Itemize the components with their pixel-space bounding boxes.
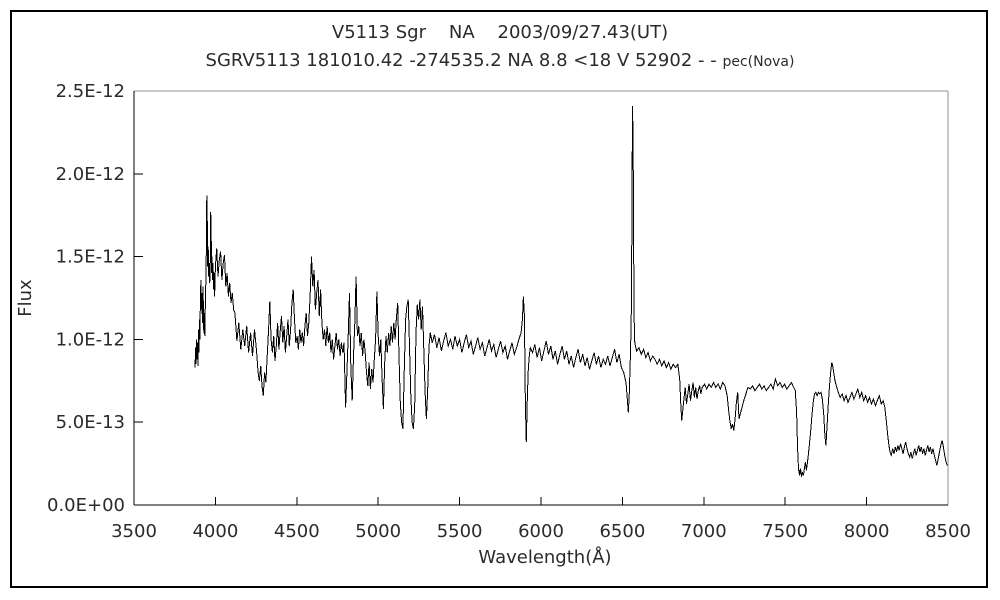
chart-subtitle: SGRV5113 181010.42 -274535.2 NA 8.8 <18 … [0, 50, 1000, 71]
y-tick-label: 1.5E-12 [56, 247, 125, 268]
x-tick-label: 6000 [518, 521, 564, 542]
window-border [10, 10, 988, 588]
x-tick-label: 4500 [274, 521, 320, 542]
spectrum-line [194, 105, 948, 477]
x-tick-label: 8000 [844, 521, 890, 542]
chart-subtitle-main: SGRV5113 181010.42 -274535.2 NA 8.8 <18 … [205, 50, 723, 71]
y-axis-label: Flux [15, 279, 36, 317]
chart-subtitle-peculiarity: pec(Nova) [722, 54, 795, 70]
x-tick-label: 8500 [925, 521, 971, 542]
y-tick-label: 2.5E-12 [56, 81, 125, 102]
x-tick-label: 7500 [762, 521, 808, 542]
x-tick-label: 7000 [681, 521, 727, 542]
y-tick-label: 2.0E-12 [56, 164, 125, 185]
x-tick-label: 6500 [599, 521, 645, 542]
x-axis-label: Wavelength(Å) [478, 546, 611, 568]
y-tick-label: 0.0E+00 [47, 495, 125, 516]
chart-title: V5113 Sgr NA 2003/09/27.43(UT) [331, 22, 669, 43]
x-tick-label: 3500 [111, 521, 157, 542]
x-tick-label: 5500 [437, 521, 483, 542]
x-tick-label: 4000 [192, 521, 238, 542]
y-tick-label: 5.0E-13 [56, 412, 125, 433]
y-tick-label: 1.0E-12 [56, 329, 125, 350]
x-tick-label: 5000 [355, 521, 401, 542]
